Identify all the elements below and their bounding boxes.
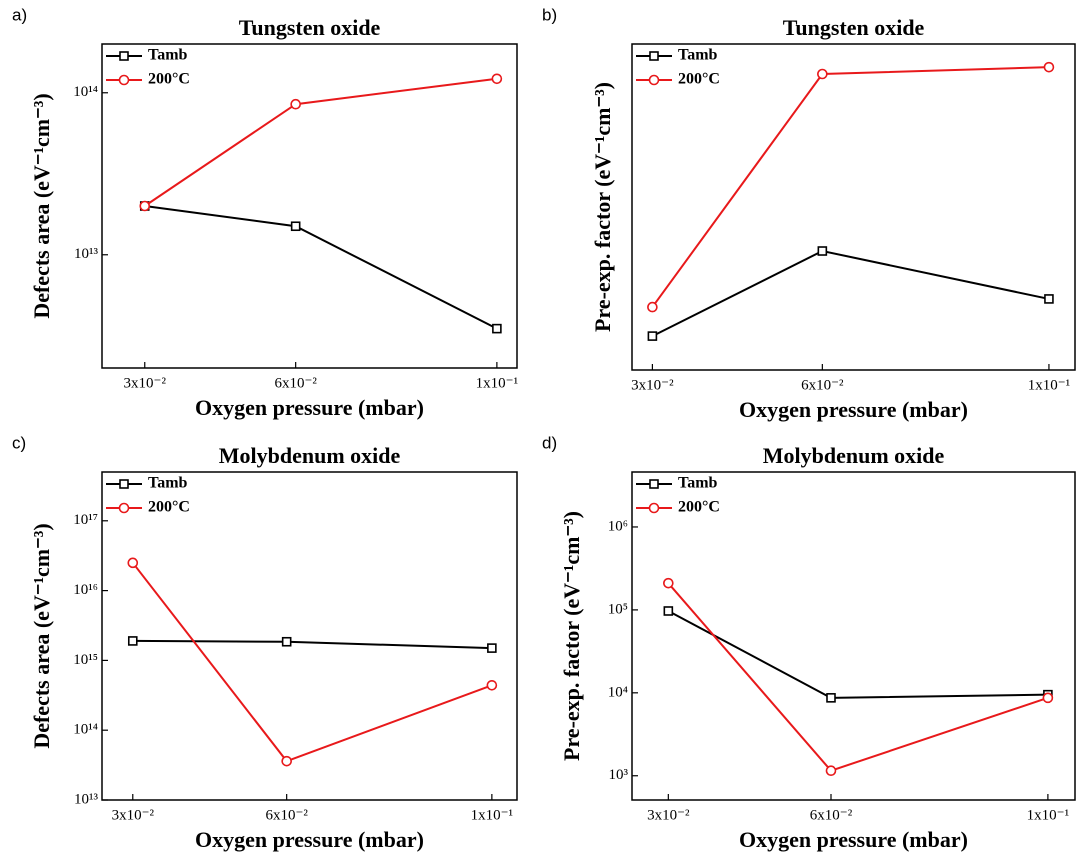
y-tick-label: 10⁵ — [608, 601, 628, 617]
marker — [1043, 61, 1055, 73]
marker — [817, 68, 828, 80]
x-tick-label: 6x10⁻² — [274, 375, 317, 391]
x-tick-label: 1x10⁻¹ — [476, 375, 518, 391]
chart-title: Molybdenum oxide — [219, 443, 401, 468]
legend-marker — [118, 502, 130, 514]
marker — [1044, 294, 1054, 304]
panel-label: d) — [542, 433, 557, 452]
legend-label: Tamb — [678, 47, 718, 64]
x-tick-label: 3x10⁻² — [631, 377, 674, 393]
legend-label: Tamb — [148, 47, 188, 64]
x-tick-label: 1x10⁻¹ — [471, 807, 513, 823]
plot-frame — [101, 43, 518, 369]
legend-label: 200°C — [678, 71, 720, 88]
plot-frame — [631, 471, 1076, 801]
y-tick-label: 10¹⁶ — [73, 582, 98, 598]
legend-label: 200°C — [148, 71, 190, 88]
series-line — [667, 610, 1048, 699]
marker — [647, 331, 658, 341]
legend-marker — [649, 51, 659, 61]
chart-title: Tungsten oxide — [783, 15, 925, 40]
y-tick-label: 10¹⁴ — [73, 84, 98, 100]
legend-label: 200°C — [678, 499, 720, 516]
chart-title: Molybdenum oxide — [763, 443, 945, 468]
x-tick-label: 6x10⁻² — [265, 807, 308, 823]
x-tick-label: 1x10⁻¹ — [1028, 377, 1070, 393]
series-line — [131, 562, 493, 763]
marker — [139, 200, 151, 212]
y-axis-label: Defects area (eV⁻¹cm⁻³) — [29, 523, 54, 748]
marker — [290, 98, 301, 110]
legend-marker — [648, 502, 660, 514]
x-tick-label: 3x10⁻² — [647, 807, 690, 823]
panel-label: b) — [542, 5, 557, 24]
y-tick-label: 10¹⁴ — [73, 722, 98, 738]
y-tick-label: 10⁴ — [608, 684, 628, 700]
y-axis-label: Defects area (eV⁻¹cm⁻³) — [29, 93, 54, 318]
marker — [647, 301, 658, 313]
panel-label: a) — [12, 5, 27, 24]
legend-marker — [649, 479, 659, 489]
marker — [487, 643, 497, 653]
y-tick-label: 10³ — [609, 767, 629, 783]
marker — [127, 557, 139, 569]
y-axis-label: Pre-exp. factor (eV⁻¹cm⁻³) — [590, 82, 615, 332]
x-tick-label: 3x10⁻² — [124, 375, 167, 391]
legend-label: 200°C — [148, 499, 190, 516]
panel-label: c) — [12, 433, 26, 452]
marker — [290, 221, 301, 232]
marker — [127, 636, 138, 646]
series-line — [144, 205, 498, 330]
y-tick-label: 10¹⁷ — [73, 512, 98, 528]
x-axis-label: Oxygen pressure (mbar) — [739, 827, 968, 852]
x-tick-label: 6x10⁻² — [801, 377, 844, 393]
marker — [492, 323, 502, 334]
marker — [281, 755, 292, 767]
chart-title: Tungsten oxide — [239, 15, 381, 40]
x-axis-label: Oxygen pressure (mbar) — [195, 395, 424, 420]
y-tick-label: 10¹⁵ — [73, 652, 98, 668]
x-tick-label: 6x10⁻² — [810, 807, 853, 823]
plot-frame — [101, 471, 518, 801]
marker — [281, 636, 292, 647]
legend-marker — [648, 74, 660, 86]
marker — [663, 577, 674, 589]
marker — [1042, 692, 1054, 704]
marker — [486, 679, 498, 691]
series-line — [667, 582, 1049, 772]
marker — [825, 765, 837, 777]
x-tick-label: 3x10⁻² — [112, 807, 155, 823]
legend-label: Tamb — [148, 475, 188, 492]
y-tick-label: 10¹³ — [74, 791, 98, 807]
y-tick-label: 10¹³ — [74, 246, 98, 262]
legend-marker — [119, 479, 129, 489]
marker — [663, 606, 674, 616]
series-line — [651, 66, 1049, 308]
series-line — [144, 77, 498, 207]
y-tick-label: 10⁶ — [608, 518, 628, 534]
plot-frame — [631, 43, 1076, 371]
marker — [491, 73, 503, 85]
marker — [817, 246, 828, 256]
y-axis-label: Pre-exp. factor (eV⁻¹cm⁻³) — [559, 511, 584, 761]
series-line — [651, 249, 1050, 337]
series-line — [132, 639, 492, 650]
x-axis-label: Oxygen pressure (mbar) — [195, 827, 424, 852]
legend-label: Tamb — [678, 475, 718, 492]
x-axis-label: Oxygen pressure (mbar) — [739, 397, 968, 422]
legend-marker — [118, 74, 130, 86]
legend-marker — [119, 51, 129, 61]
x-tick-label: 1x10⁻¹ — [1027, 807, 1069, 823]
marker — [826, 693, 836, 703]
